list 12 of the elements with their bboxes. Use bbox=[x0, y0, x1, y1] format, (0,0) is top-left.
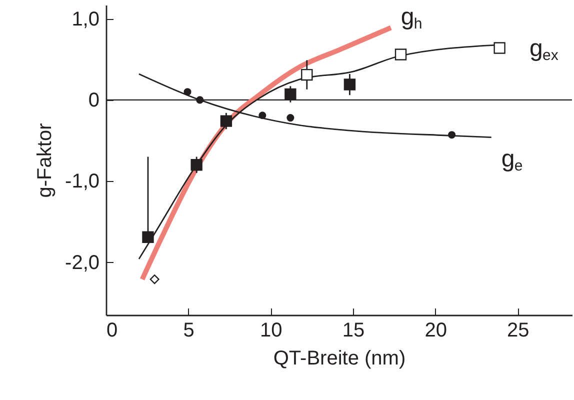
y-axis-title: g-Faktor bbox=[34, 122, 56, 198]
x-tick-label: 25 bbox=[507, 320, 530, 342]
y-tick-label: 1,0 bbox=[72, 8, 100, 30]
x-tick-label: 0 bbox=[106, 320, 118, 342]
x-axis-title: QT-Breite (nm) bbox=[273, 348, 406, 370]
y-tick-label: -1,0 bbox=[65, 170, 100, 193]
x-tick-label: 10 bbox=[260, 320, 282, 342]
x-tick-label: 20 bbox=[424, 320, 447, 342]
x-tick-label: 15 bbox=[342, 320, 365, 342]
x-tick-label: 5 bbox=[183, 320, 194, 342]
y-tick-label: 0 bbox=[88, 89, 100, 112]
y-tick-label: -2,0 bbox=[65, 252, 100, 274]
